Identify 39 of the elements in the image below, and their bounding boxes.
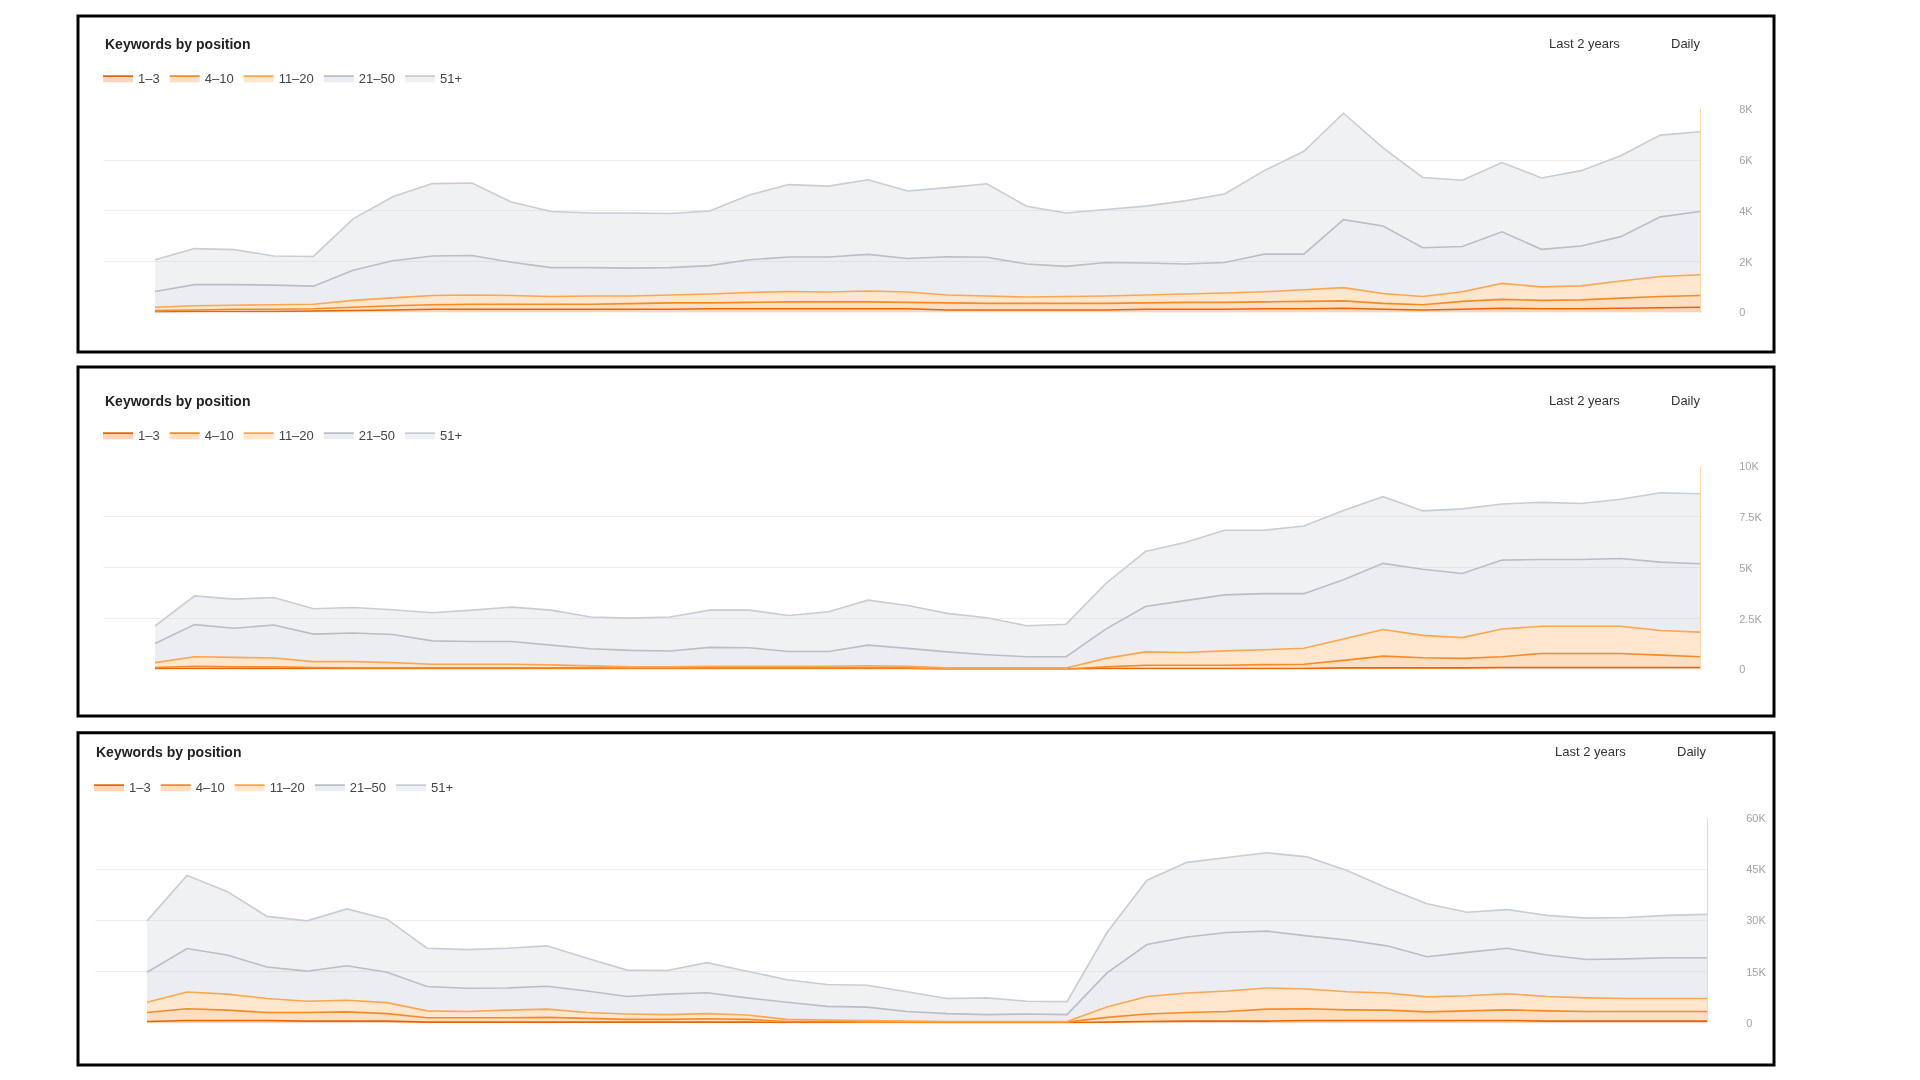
legend-label: 4–10 xyxy=(204,71,234,87)
legend-label: 11–20 xyxy=(278,71,314,87)
text: Daily xyxy=(1671,36,1701,51)
legend-label: 21–50 xyxy=(358,71,395,87)
text: Daily xyxy=(1671,393,1701,408)
y-tick-label: 30K xyxy=(1746,914,1767,927)
y-tick-label: 6K xyxy=(1739,154,1754,167)
y-tick-label: 0 xyxy=(1746,1017,1753,1030)
chart-title: Keywords by position xyxy=(96,744,242,760)
y-tick-label: 0 xyxy=(1739,663,1746,676)
legend-label: 1–3 xyxy=(138,71,160,87)
legend-label: 21–50 xyxy=(349,780,386,796)
legend-label: 11–20 xyxy=(278,428,314,444)
legend-label: 4–10 xyxy=(195,780,225,796)
text: Last 2 years xyxy=(1555,744,1627,759)
y-tick-label: 4K xyxy=(1739,204,1754,217)
legend-label: 1–3 xyxy=(129,780,151,796)
y-tick-label: 2K xyxy=(1739,255,1754,268)
legend-label: 51+ xyxy=(439,71,463,87)
text: Last 2 years xyxy=(1549,393,1621,408)
y-tick-label: 45K xyxy=(1746,863,1767,876)
y-tick-label: 60K xyxy=(1746,811,1767,824)
y-tick-label: 10K xyxy=(1739,459,1760,472)
legend-label: 21–50 xyxy=(358,428,395,444)
y-tick-label: 2.5K xyxy=(1739,612,1763,625)
y-tick-label: 15K xyxy=(1746,965,1767,978)
legend-label: 4–10 xyxy=(204,428,234,444)
y-tick-label: 8K xyxy=(1739,103,1754,116)
text: Daily xyxy=(1677,744,1707,759)
text: Last 2 years xyxy=(1549,36,1621,51)
legend-label: 51+ xyxy=(430,780,454,796)
legend-label: 51+ xyxy=(439,428,463,444)
y-tick-label: 5K xyxy=(1739,561,1754,574)
legend-label: 11–20 xyxy=(269,780,305,796)
y-tick-label: 0 xyxy=(1739,306,1746,319)
y-tick-label: 7.5K xyxy=(1739,510,1763,523)
chart-title: Keywords by position xyxy=(105,393,251,409)
legend-label: 1–3 xyxy=(138,428,160,444)
chart-title: Keywords by position xyxy=(105,36,251,52)
